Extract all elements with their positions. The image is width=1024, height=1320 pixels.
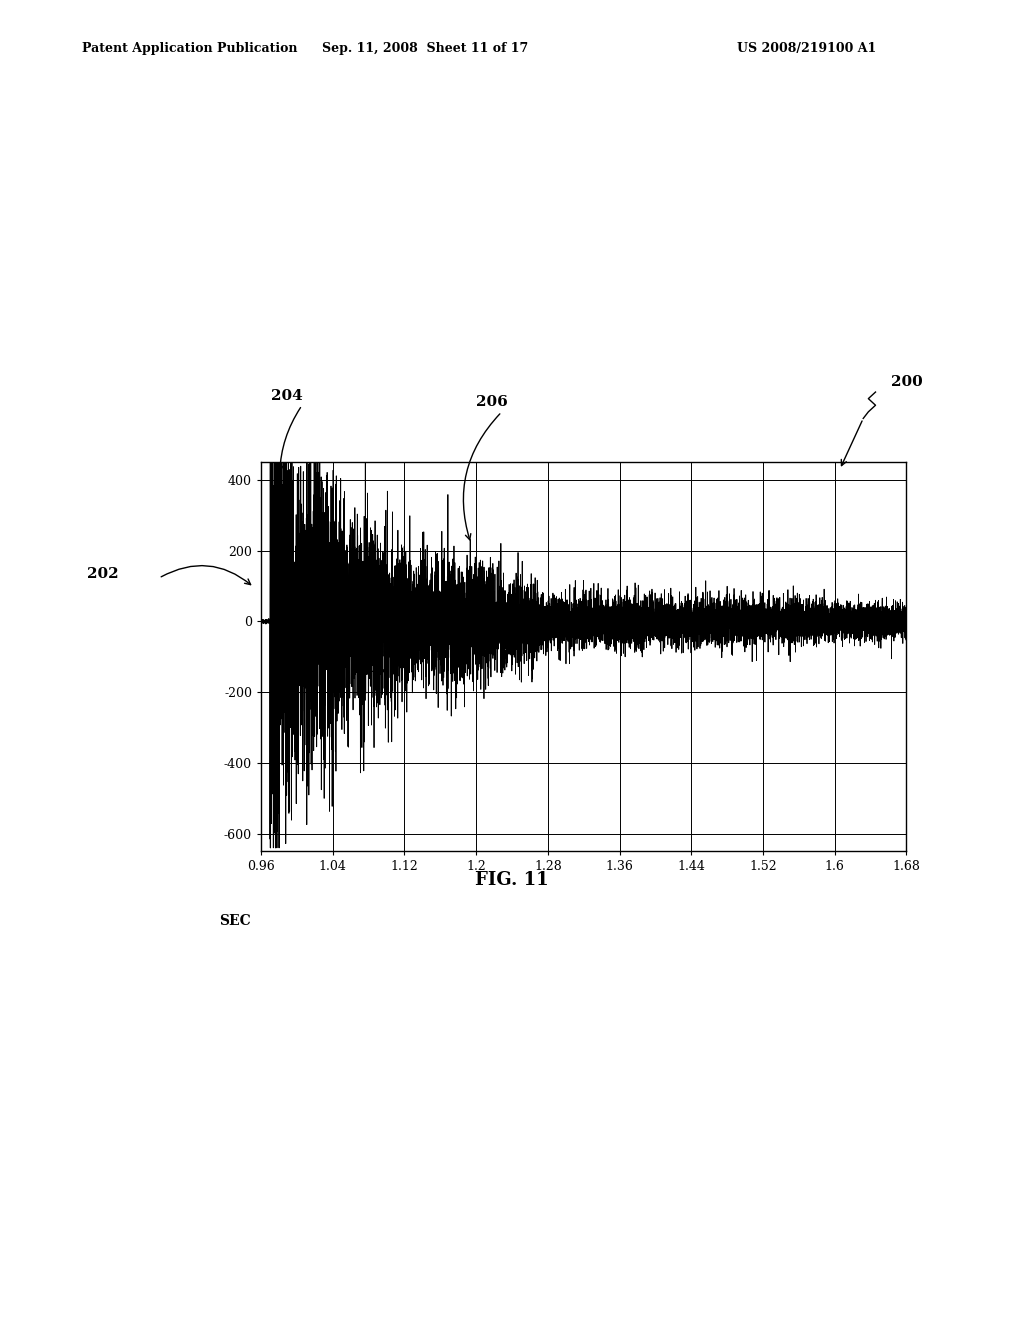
Text: Sep. 11, 2008  Sheet 11 of 17: Sep. 11, 2008 Sheet 11 of 17 (322, 42, 528, 55)
Text: FIG. 11: FIG. 11 (475, 871, 549, 890)
Text: 206: 206 (476, 395, 508, 409)
Text: SEC: SEC (219, 913, 251, 928)
Text: 204: 204 (271, 388, 303, 403)
Text: 200: 200 (891, 375, 923, 389)
Text: 202: 202 (87, 568, 119, 581)
Text: US 2008/219100 A1: US 2008/219100 A1 (737, 42, 877, 55)
Text: Patent Application Publication: Patent Application Publication (82, 42, 297, 55)
